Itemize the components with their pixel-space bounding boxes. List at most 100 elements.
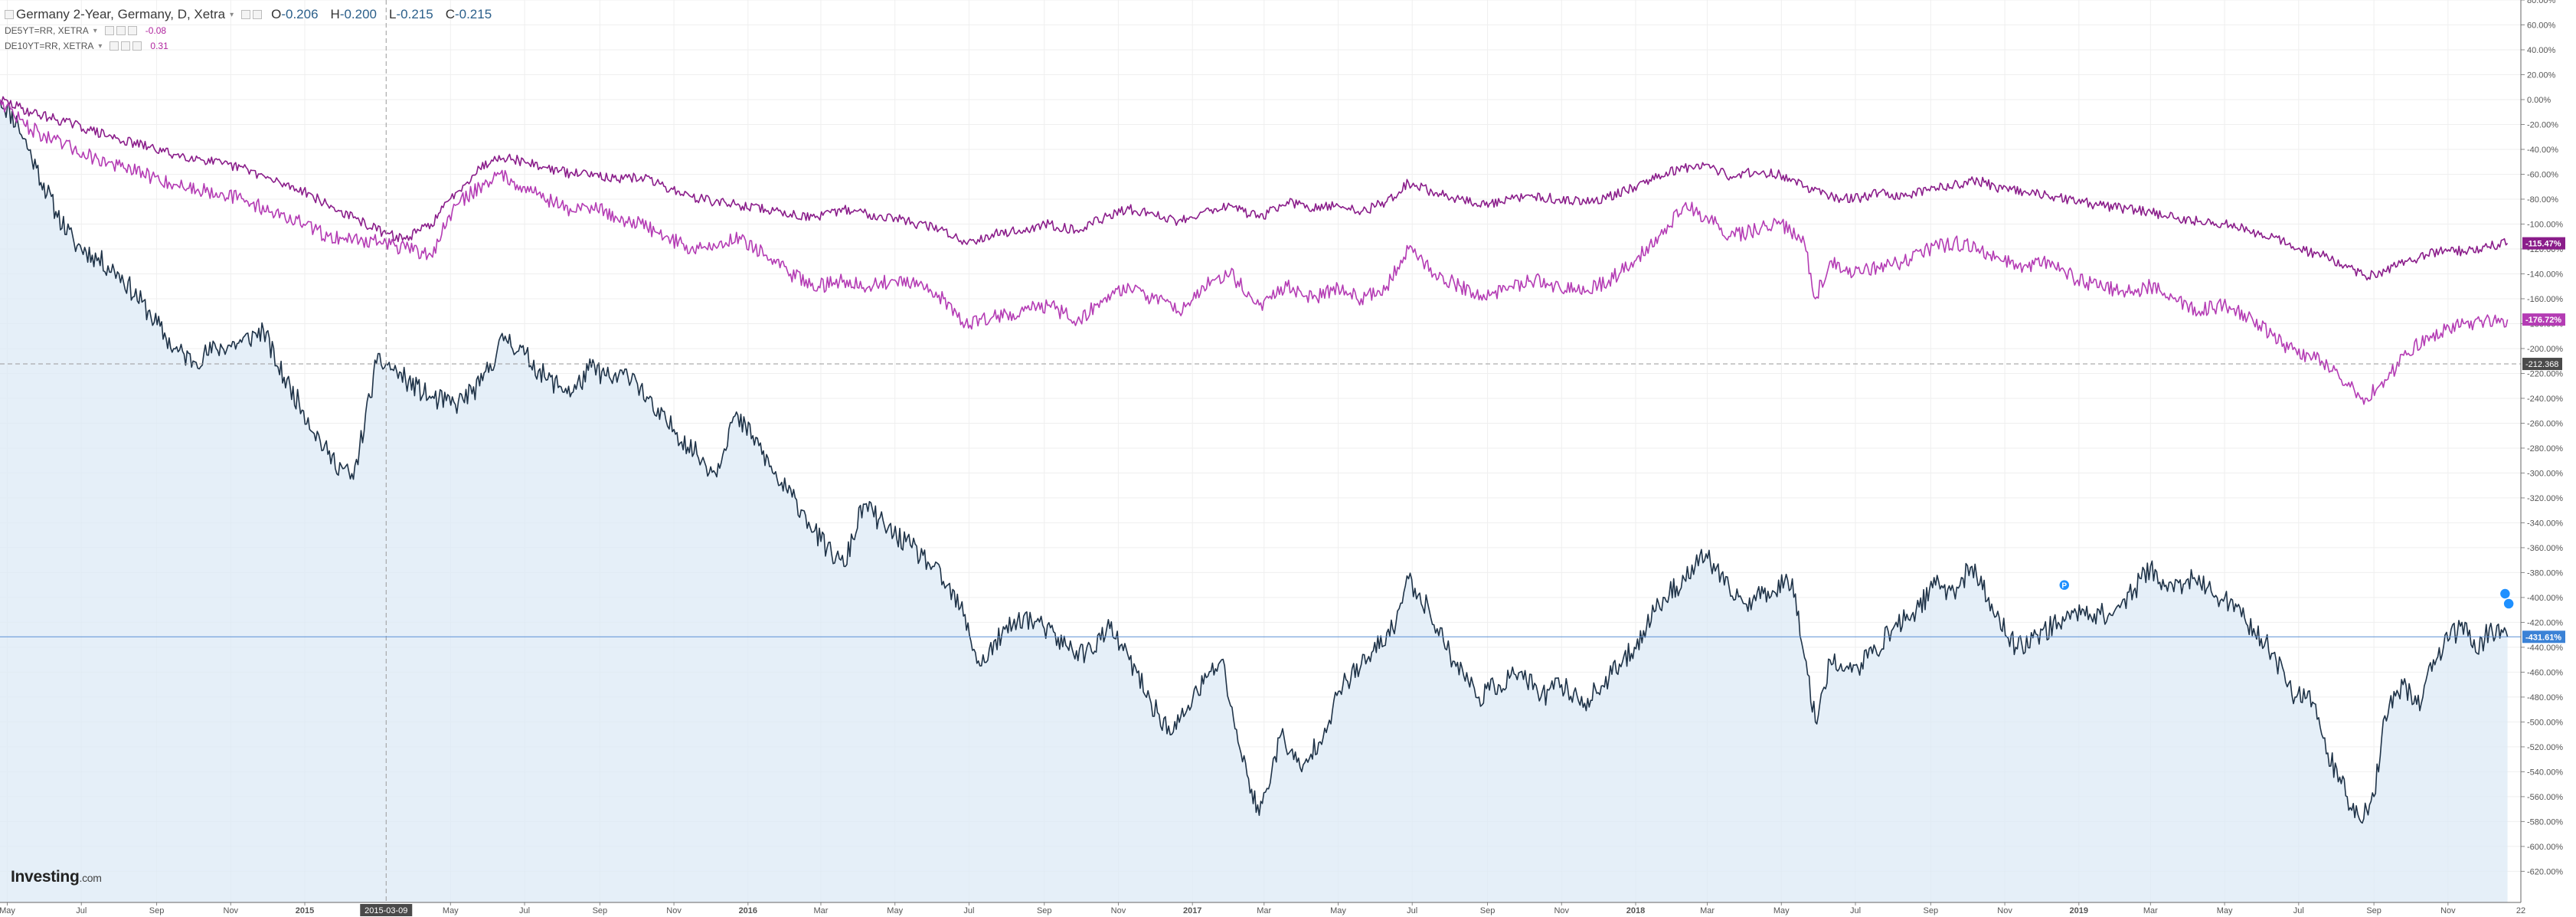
x-tick-label: Sep [1037,906,1052,915]
price-badge: -431.61% [2522,630,2565,644]
legend-caret-icon[interactable]: ▾ [230,10,234,19]
crosshair-value-text: -212.368 [2525,360,2558,369]
y-tick-label: -280.00% [2527,444,2563,454]
crosshair-date-label: 2015-03-09 [360,904,413,916]
event-marker[interactable] [2499,588,2512,600]
y-tick-label: -540.00% [2527,768,2563,777]
price-badge: -176.72% [2522,313,2565,326]
x-tick-label: May [887,906,903,915]
x-tick-label: Nov [666,906,682,915]
event-marker-dot[interactable] [2499,588,2512,600]
series-area-layer [0,100,2508,902]
x-tick-label: May [1330,906,1346,915]
ohlc-low: L-0.215 [389,7,433,21]
x-tick-label: 2017 [1183,906,1201,915]
y-tick-label: -260.00% [2527,419,2563,428]
y-tick-label: -460.00% [2527,668,2563,677]
event-marker-label: P [2061,582,2067,591]
x-tick-label: Sep [149,906,165,915]
y-tick-label: -340.00% [2527,519,2563,528]
legend-hide-toggle[interactable] [253,10,263,19]
y-tick-label: 40.00% [2527,46,2556,55]
legend-settings-toggle[interactable] [241,10,251,19]
x-tick-label: Nov [1997,906,2012,915]
x-tick-label: Mar [1700,906,1715,915]
y-tick-label: -480.00% [2527,693,2563,702]
y-tick-label: -620.00% [2527,867,2563,876]
crosshair-value-bg [2522,358,2562,371]
ohlc-high: H-0.200 [330,7,378,21]
event-marker-dot[interactable] [2502,598,2515,610]
x-tick-label: Jul [963,906,974,915]
y-tick-label: -600.00% [2527,843,2563,852]
legend-overlay-10y-toggle-b[interactable] [121,41,131,51]
x-tick-label: Sep [1924,906,1939,915]
price-badge-text: -115.47% [2525,240,2561,249]
y-tick-label: -80.00% [2527,195,2558,205]
y-tick-label: -160.00% [2527,295,2563,304]
y-tick-label: -520.00% [2527,743,2563,752]
x-tick-label: 2016 [739,906,757,915]
y-tick-label: -200.00% [2527,345,2563,354]
series-germany-2y-area [0,100,2508,902]
y-tick-label: -20.00% [2527,120,2558,129]
legend-collapse-toggle[interactable] [5,10,14,19]
y-tick-label: -100.00% [2527,220,2563,229]
price-badge-text: -431.61% [2525,633,2561,642]
x-tick-label: Nov [1111,906,1126,915]
legend-overlay-5y-caret-icon[interactable]: ▾ [93,26,97,35]
price-badge-bg [2522,237,2565,250]
legend-main-title: Germany 2-Year, Germany, D, Xetra [16,7,226,21]
series-germany-2y-line[interactable] [0,99,2509,824]
y-tick-label: -560.00% [2527,793,2563,802]
x-tick-label: Sep [1480,906,1496,915]
legend-main-row: Germany 2-Year, Germany, D, Xetra ▾ O-0.… [5,6,504,23]
y-tick-label: 80.00% [2527,0,2556,5]
x-tick-label: Nov [224,906,239,915]
x-tick-label: Jul [76,906,87,915]
x-tick-label: 2019 [2070,906,2088,915]
legend-overlay-10y-toggle-c[interactable] [132,41,142,51]
legend-overlay-10y-row: DE10YT=RR, XETRA ▾ 0.31 [5,38,504,54]
x-tick-label: May [0,906,15,915]
y-tick-label: -440.00% [2527,644,2563,653]
guide-lines [0,0,2521,902]
x-tick-label: May [2217,906,2233,915]
x-tick-label: Sep [2366,906,2381,915]
crosshair-value-label: -212.368 [2522,358,2562,371]
y-tick-label: -320.00% [2527,494,2563,503]
ohlc-open: O-0.206 [271,7,319,21]
x-tick-label: May [443,906,459,915]
event-marker[interactable]: P [2058,578,2071,591]
y-tick-label: -500.00% [2527,718,2563,727]
event-marker[interactable] [2502,598,2515,610]
legend-overlay-10y-change: 0.31 [150,41,168,51]
y-tick-label: 0.00% [2527,96,2551,105]
event-markers[interactable]: P [2058,578,2515,610]
legend-overlay-5y-title: DE5YT=RR, XETRA [5,25,89,36]
y-tick-label: -140.00% [2527,270,2563,279]
legend-overlay-5y-toggle-b[interactable] [116,26,126,35]
axes [0,0,2525,906]
legend-overlay-10y-caret-icon[interactable]: ▾ [98,41,103,51]
legend-overlay-5y-toggle-a[interactable] [104,26,114,35]
x-tick-label: Sep [593,906,608,915]
y-tick-label: -220.00% [2527,369,2563,378]
y-tick-label: 60.00% [2527,21,2556,30]
series-de10y-line[interactable] [0,99,2509,405]
series-line-layer [0,96,2509,824]
x-tick-label: Jul [2293,906,2304,915]
price-badge-text: -176.72% [2525,316,2561,325]
series-de5y-line[interactable] [0,96,2509,281]
ohlc-close: C-0.215 [445,7,492,21]
x-tick-label: 2015 [296,906,314,915]
event-marker-dot[interactable] [2058,578,2071,591]
y-tick-label: -580.00% [2527,817,2563,827]
y-tick-label: -300.00% [2527,469,2563,478]
x-end-label: 22 [2516,906,2525,915]
x-tick-label: Mar [813,906,828,915]
legend-overlay-5y-toggle-c[interactable] [127,26,137,35]
legend-overlay-10y-toggle-a[interactable] [110,41,119,51]
legend-overlay-5y-row: DE5YT=RR, XETRA ▾ -0.08 [5,23,504,38]
